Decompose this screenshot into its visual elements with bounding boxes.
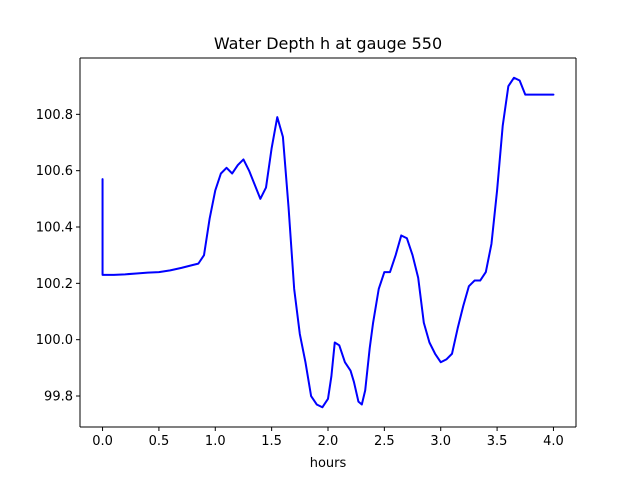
- x-tick-label: 3.0: [430, 434, 451, 449]
- x-tick-label: 0.5: [149, 434, 170, 449]
- x-tick-label: 1.0: [205, 434, 226, 449]
- plot-area: [80, 58, 576, 427]
- y-axis: 99.8 100.0 100.2 100.4 100.6 100.8: [36, 108, 80, 405]
- x-tick-label: 3.5: [487, 434, 508, 449]
- x-tick-label: 1.5: [261, 434, 282, 449]
- y-tick-label: 99.8: [44, 390, 73, 405]
- x-tick-label: 2.5: [374, 434, 395, 449]
- x-tick-label: 2.0: [318, 434, 339, 449]
- y-tick-label: 100.4: [36, 221, 73, 236]
- x-tick-label: 4.0: [543, 434, 564, 449]
- x-axis: 0.0 0.5 1.0 1.5 2.0 2.5 3.0 3.5 4.0: [92, 427, 564, 449]
- x-tick-label: 0.0: [92, 434, 113, 449]
- y-tick-label: 100.8: [36, 108, 73, 123]
- y-tick-label: 100.0: [36, 333, 73, 348]
- chart-title: Water Depth h at gauge 550: [214, 34, 442, 53]
- x-axis-title: hours: [310, 456, 347, 471]
- series-layer: [101, 76, 555, 409]
- y-tick-label: 100.6: [36, 164, 73, 179]
- y-tick-label: 100.2: [36, 277, 73, 292]
- series-line-0: [101, 76, 555, 409]
